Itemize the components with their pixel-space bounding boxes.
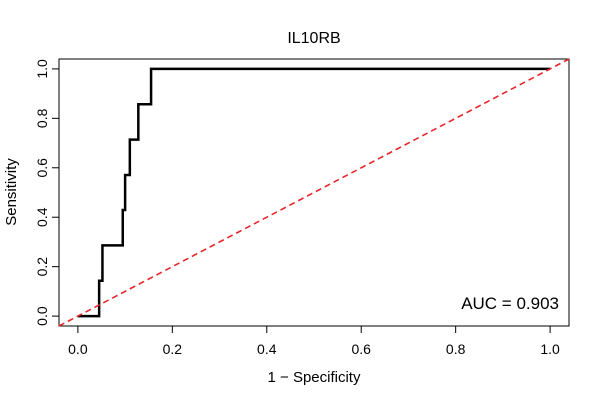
chart-title: IL10RB	[287, 30, 340, 47]
x-tick-label: 1.0	[540, 341, 560, 357]
x-tick-label: 0.2	[163, 341, 183, 357]
y-tick-label: 0.8	[34, 108, 50, 128]
x-tick-label: 0.0	[68, 341, 88, 357]
auc-annotation: AUC = 0.903	[461, 294, 559, 313]
y-tick-label: 0.2	[34, 257, 50, 277]
y-axis-label: Sensitivity	[3, 158, 20, 226]
roc-curve-line	[77, 67, 551, 318]
x-axis-label: 1 − Specificity	[268, 369, 361, 386]
x-tick-label: 0.4	[257, 341, 277, 357]
series-layer	[58, 58, 570, 327]
x-axis: 0.0 0.2 0.4 0.6 0.8 1.0	[68, 325, 560, 357]
y-tick-label: 0.6	[34, 158, 50, 178]
y-axis: 0.0 0.2 0.4 0.6 0.8 1.0	[34, 59, 60, 326]
chance-diagonal-line	[58, 58, 570, 327]
y-tick-label: 0.0	[34, 306, 50, 326]
x-tick-label: 0.8	[446, 341, 466, 357]
y-tick-label: 0.4	[34, 207, 50, 227]
x-tick-label: 0.6	[351, 341, 371, 357]
plot-frame	[58, 58, 570, 327]
y-tick-label: 1.0	[34, 59, 50, 79]
